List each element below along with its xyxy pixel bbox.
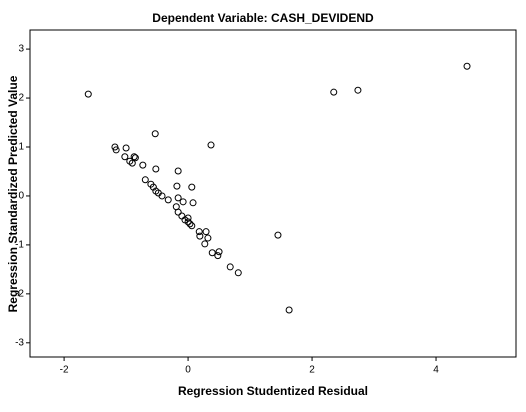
y-tick-label: 3 [18, 44, 24, 55]
point [196, 232, 204, 240]
point [189, 199, 197, 207]
y-tick-label: 1 [18, 142, 24, 153]
point [121, 153, 129, 161]
x-tick-label: 0 [185, 365, 191, 376]
point [195, 228, 203, 236]
point [214, 252, 222, 260]
point [122, 144, 130, 152]
point [184, 218, 192, 226]
point [179, 198, 187, 206]
y-axis-label: Regression Standardized Predicted Value [6, 75, 20, 312]
point [131, 154, 139, 162]
x-axis-label: Regression Studentized Residual [178, 384, 368, 398]
point [463, 62, 471, 70]
point [174, 208, 182, 216]
point [188, 222, 196, 230]
point [151, 130, 159, 138]
point [207, 141, 215, 149]
point [173, 182, 181, 190]
y-tick-label: -3 [15, 337, 24, 348]
point [158, 192, 166, 200]
point [130, 153, 138, 161]
point [234, 269, 242, 277]
plot-area [29, 29, 517, 358]
y-tick-label: 2 [18, 93, 24, 104]
point [139, 161, 147, 169]
point [84, 90, 92, 98]
point [215, 248, 223, 256]
point [186, 220, 194, 228]
point [112, 146, 120, 154]
point [208, 249, 216, 257]
point [330, 88, 338, 96]
x-tick-label: 4 [433, 365, 439, 376]
point [174, 194, 182, 202]
y-tick-label: 0 [18, 191, 24, 202]
point [152, 165, 160, 173]
point [188, 183, 196, 191]
point [226, 263, 234, 271]
point [201, 240, 209, 248]
point [204, 234, 212, 242]
x-tick-label: 2 [309, 365, 315, 376]
point [164, 196, 172, 204]
point [174, 167, 182, 175]
point [202, 228, 210, 236]
y-tick-label: -1 [15, 240, 24, 251]
chart-title: Dependent Variable: CASH_DEVIDEND [152, 11, 374, 25]
point [274, 231, 282, 239]
y-tick-label: -2 [15, 288, 24, 299]
point [141, 176, 149, 184]
point [354, 86, 362, 94]
point [128, 159, 136, 167]
point [285, 306, 293, 314]
x-tick-label: -2 [60, 365, 69, 376]
